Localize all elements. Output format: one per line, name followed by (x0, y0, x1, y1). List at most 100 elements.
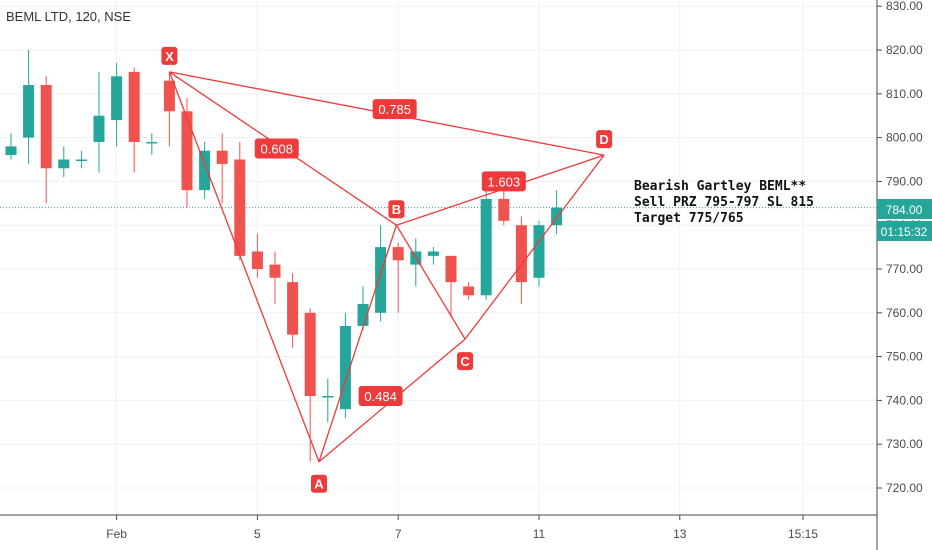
price-axis (0, 0, 878, 550)
x-tick-label: 15:15 (788, 527, 818, 541)
candle-body (40, 85, 52, 169)
candle-body (199, 150, 211, 191)
pattern-point-label: A (314, 477, 324, 492)
candle (339, 312, 351, 418)
candle-body (392, 247, 404, 261)
ratio-box (358, 386, 403, 407)
pattern-ratio: 0.608 (254, 138, 299, 159)
pattern-point-c: C (457, 352, 474, 371)
candle-body (480, 198, 492, 296)
candle-body (75, 159, 87, 161)
pattern-point-label: C (460, 354, 470, 369)
candle (128, 67, 140, 173)
candle-body (463, 286, 475, 296)
y-tick-label: 810.00 (886, 87, 923, 101)
trade-note: Bearish Gartley BEML** Sell PRZ 795-797 … (634, 179, 814, 226)
candle (269, 251, 281, 305)
bar-countdown: 01:15:32 (881, 225, 928, 239)
ratio-label: 0.785 (378, 102, 411, 117)
pattern-point-b: B (388, 200, 405, 219)
candles (5, 50, 563, 462)
pattern-point-box (596, 130, 613, 149)
gartley-pattern: X A B C D 0.608 0.785 0.484 1.603 (161, 46, 613, 493)
pattern-point-d: D (596, 130, 613, 149)
y-tick-label: 830.00 (886, 0, 923, 13)
candle-body (375, 247, 387, 313)
candle (551, 190, 563, 234)
pattern-point-label: X (165, 49, 174, 64)
pattern-point-x: X (161, 46, 178, 65)
candle-body (339, 325, 351, 410)
candle-body (551, 207, 563, 226)
candle (322, 378, 334, 423)
candle (498, 185, 510, 226)
y-tick-label: 730.00 (886, 437, 923, 451)
candle (181, 98, 193, 208)
candle-body (216, 150, 228, 164)
candle-body (515, 225, 527, 283)
candle (216, 133, 228, 204)
candle-body (111, 76, 123, 121)
candle-body (251, 251, 263, 269)
candle (480, 172, 492, 300)
candle (146, 133, 158, 156)
y-tick-label: 820.00 (886, 43, 923, 57)
candle (392, 242, 404, 313)
pattern-point-box (388, 200, 405, 219)
pattern-leg-bc (395, 224, 466, 340)
candle (427, 247, 439, 265)
pattern-point-a: A (311, 474, 327, 493)
candle-body (58, 159, 70, 169)
pattern-ratio: 1.603 (481, 171, 526, 192)
candle-body (445, 255, 457, 283)
x-tick-label: 13 (673, 527, 687, 541)
x-tick-labels: Feb 5 7 11 13 15:15 (106, 515, 818, 541)
y-tick-label: 790.00 (886, 174, 923, 188)
pattern-ratio: 0.785 (372, 99, 417, 120)
ratio-box (254, 138, 299, 159)
candle (40, 76, 52, 204)
candle (234, 141, 246, 261)
candle (58, 146, 70, 178)
candle (463, 282, 475, 300)
candle (93, 71, 105, 173)
pattern-leg-xa (168, 71, 320, 462)
candle (287, 273, 299, 348)
candle-body (93, 115, 105, 142)
candle-body (427, 251, 439, 256)
note-line-1: Bearish Gartley BEML** (634, 179, 806, 194)
candle-body (304, 312, 316, 397)
candle (23, 50, 35, 164)
y-tick-label: 740.00 (886, 393, 923, 407)
candle (445, 255, 457, 318)
candle-body (163, 80, 175, 112)
note-line-3: Target 775/765 (634, 211, 744, 226)
candle-body (146, 141, 158, 144)
y-tick-label: 800.00 (886, 131, 923, 145)
pattern-point-box (161, 46, 178, 65)
candle (304, 308, 316, 462)
candle-body (181, 111, 193, 191)
ratio-label: 0.608 (260, 142, 293, 157)
candle (533, 220, 545, 287)
candle-body (234, 159, 246, 256)
pattern-point-box (311, 474, 327, 493)
x-tick-label: 11 (533, 527, 546, 541)
candle-body (357, 304, 369, 326)
candle (357, 286, 369, 331)
candle (515, 216, 527, 305)
x-tick-label: Feb (106, 527, 127, 541)
candle-body (269, 264, 281, 278)
y-tick-label: 720.00 (886, 481, 923, 495)
candle-body (23, 85, 35, 138)
x-tick-label: 7 (395, 527, 402, 541)
candle-body (533, 225, 545, 278)
candle-body (128, 71, 140, 142)
pattern-ratio: 0.484 (358, 386, 403, 407)
y-tick-label: 760.00 (886, 306, 923, 320)
candle (163, 71, 175, 147)
x-tick-label: 5 (254, 527, 261, 541)
ratio-box (372, 99, 417, 120)
pattern-leg-ab (318, 224, 398, 462)
